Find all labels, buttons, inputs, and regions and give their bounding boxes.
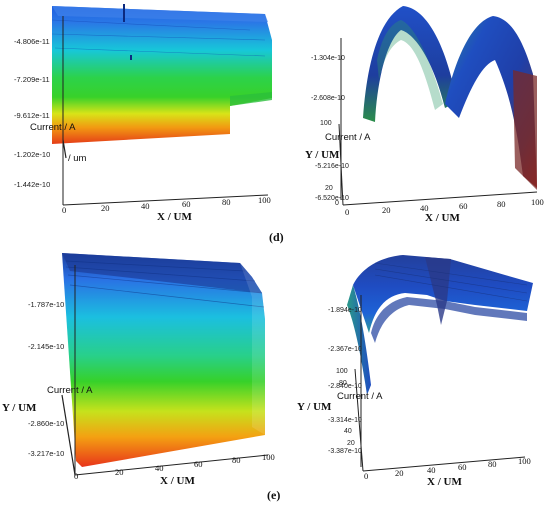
x-tick-1: 20 (382, 205, 391, 215)
y-axis (354, 368, 364, 472)
surface-fold (230, 92, 272, 106)
x-tick-1: 20 (101, 203, 110, 213)
x-tick-4: 80 (488, 459, 497, 469)
panel-d-left: -4.806e-11 -7.209e-11 -9.612e-11 -1.202e… (0, 0, 275, 225)
surface-front (377, 20, 443, 110)
z-tick-4: -1.442e-10 (14, 180, 50, 189)
x-tick-2: 40 (427, 465, 436, 475)
x-tick-3: 60 (182, 199, 191, 209)
figure-label-d: (d) (269, 230, 284, 244)
x-axis-title: X / UM (425, 212, 460, 224)
y-tick-1: 80 (339, 380, 347, 387)
y-tick-3: 20 (347, 440, 355, 447)
z-tick-0: -1.787e-10 (28, 300, 64, 309)
x-tick-0: 0 (74, 471, 78, 481)
z-tick-3: -6.520e-10 (315, 195, 349, 202)
x-tick-3: 60 (194, 459, 203, 469)
z-tick-1: -2.145e-10 (28, 342, 64, 351)
x-tick-4: 80 (232, 455, 241, 465)
x-tick-5: 100 (258, 195, 271, 205)
surface-plot-d-left: -4.806e-11 -7.209e-11 -9.612e-11 -1.202e… (14, 4, 272, 223)
surface-highlight (52, 6, 268, 22)
x-axis-title: X / UM (427, 476, 462, 485)
x-tick-2: 40 (141, 201, 150, 211)
y-tick-0: 100 (320, 120, 332, 127)
surface-plot-e-left: -1.787e-10 -2.145e-10 -2.860e-10 -3.217e… (2, 253, 275, 485)
y-tick-1: 20 (325, 185, 333, 192)
surface-top-ridges (62, 253, 262, 293)
y-axis (61, 394, 76, 476)
z-axis-title: Current / A (325, 132, 371, 143)
x-axis-title: X / UM (160, 475, 195, 485)
x-axis (62, 194, 269, 206)
surface-plot-e-right: -1.894e-10 -2.367e-10 -2.840e-10 -3.314e… (297, 255, 533, 485)
x-axis-title: X / UM (157, 211, 192, 223)
x-tick-3: 60 (458, 462, 467, 472)
x-tick-1: 20 (115, 467, 124, 477)
x-tick-2: 40 (155, 463, 164, 473)
z-tick-2: -2.840e-10 (328, 383, 362, 390)
x-tick-0: 0 (62, 205, 66, 215)
surface-plot-d-right: -1.304e-10 -2.608e-10 -5.216e-10 -6.520e… (305, 6, 544, 224)
y-axis (338, 123, 344, 206)
surface (62, 253, 265, 467)
z-tick-2: -9.612e-11 (14, 111, 50, 120)
z-tick-1: -2.367e-10 (328, 346, 362, 353)
x-tick-0: 0 (345, 207, 349, 217)
x-tick-2: 40 (420, 203, 429, 213)
y-tick-2: 0 (335, 200, 339, 207)
surface-left-wall (347, 285, 371, 395)
x-tick-1: 20 (395, 468, 404, 478)
z-tick-1: -7.209e-11 (14, 75, 50, 84)
y-axis-title: / um (68, 153, 87, 164)
x-tick-5: 100 (518, 456, 531, 466)
surface-notch (425, 257, 451, 325)
z-tick-2: -2.860e-10 (28, 419, 64, 428)
y-axis-title: Y / UM (297, 401, 332, 413)
x-tick-4: 80 (222, 197, 231, 207)
y-tick-2: 40 (344, 428, 352, 435)
z-axis-title: Current / A (30, 122, 76, 133)
z-tick-4: -3.387e-10 (328, 448, 362, 455)
x-axis (342, 191, 538, 206)
surface-arch-right (445, 16, 537, 188)
figure-label-e: (e) (267, 488, 281, 502)
surface (52, 6, 272, 144)
z-tick-1: -2.608e-10 (311, 95, 345, 102)
z-tick-3: -1.202e-10 (14, 150, 50, 159)
x-axis (74, 454, 269, 476)
z-tick-0: -4.806e-11 (14, 37, 50, 46)
panel-e-left: -1.787e-10 -2.145e-10 -2.860e-10 -3.217e… (0, 245, 275, 485)
z-tick-2: -5.216e-10 (315, 163, 349, 170)
x-tick-3: 60 (459, 201, 468, 211)
x-axis (362, 456, 526, 472)
z-tick-3: -3.217e-10 (28, 449, 64, 458)
y-axis-title: Y / UM (2, 402, 37, 414)
x-tick-5: 100 (531, 197, 544, 207)
x-tick-0: 0 (364, 471, 368, 481)
z-axis-title: Current / A (47, 385, 93, 396)
z-tick-3: -3.314e-10 (328, 417, 362, 424)
z-tick-0: -1.894e-10 (328, 307, 362, 314)
z-axis-title: Current / A (337, 391, 383, 402)
surface-side (513, 70, 537, 190)
x-tick-5: 100 (262, 452, 275, 462)
surface-ridge (51, 19, 266, 57)
z-tick-0: -1.304e-10 (311, 55, 345, 62)
surface-arch-left (363, 6, 457, 122)
x-tick-4: 80 (497, 199, 506, 209)
panel-d-right: -1.304e-10 -2.608e-10 -5.216e-10 -6.520e… (275, 0, 550, 225)
panel-e-right: -1.894e-10 -2.367e-10 -2.840e-10 -3.314e… (275, 245, 550, 485)
y-axis-title: Y / UM (305, 149, 340, 161)
y-tick-0: 100 (336, 368, 348, 375)
